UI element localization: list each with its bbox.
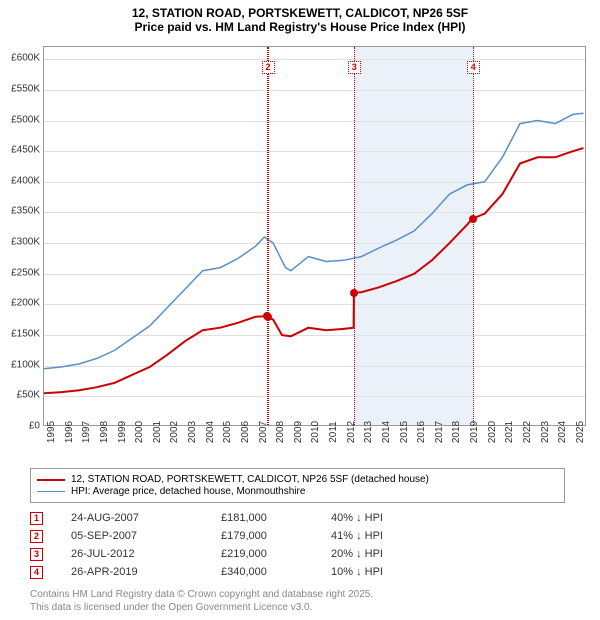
sales-row: 3 26-JUL-2012£219,00020% ↓ HPI — [30, 545, 441, 563]
legend-swatch — [37, 491, 65, 492]
y-tick-label: £150K — [0, 329, 40, 340]
x-tick-label: 2005 — [222, 421, 233, 443]
sales-row-marker: 3 — [30, 548, 43, 561]
sales-row-date: 24-AUG-2007 — [71, 512, 221, 524]
sales-row: 1 24-AUG-2007£181,00040% ↓ HPI — [30, 509, 441, 527]
x-tick-label: 2024 — [557, 421, 568, 443]
x-tick-label: 2012 — [346, 421, 357, 443]
y-tick-label: £600K — [0, 53, 40, 64]
y-tick-label: £0 — [0, 421, 40, 432]
x-tick-label: 1999 — [117, 421, 128, 443]
x-tick-label: 2004 — [205, 421, 216, 443]
title-line-1: 12, STATION ROAD, PORTSKEWETT, CALDICOT,… — [0, 6, 600, 20]
x-tick-label: 2021 — [504, 421, 515, 443]
x-tick-label: 2002 — [169, 421, 180, 443]
sales-row-marker: 1 — [30, 512, 43, 525]
sales-row-pct: 41% ↓ HPI — [331, 530, 441, 542]
sales-row-price: £340,000 — [221, 566, 331, 578]
sale-point — [469, 215, 477, 223]
x-tick-label: 2015 — [399, 421, 410, 443]
x-tick-label: 2010 — [310, 421, 321, 443]
chart-plot-area: 2 3 4 — [43, 46, 586, 426]
chart-title: 12, STATION ROAD, PORTSKEWETT, CALDICOT,… — [0, 0, 600, 34]
sale-marker-vline — [473, 47, 474, 425]
sales-row-date: 05-SEP-2007 — [71, 530, 221, 542]
x-tick-label: 2006 — [240, 421, 251, 443]
x-tick-label: 2016 — [416, 421, 427, 443]
sale-point — [350, 289, 358, 297]
x-tick-label: 2000 — [134, 421, 145, 443]
sales-row-marker: 4 — [30, 566, 43, 579]
sale-point — [264, 313, 272, 321]
x-tick-label: 2025 — [575, 421, 586, 443]
sales-row-price: £219,000 — [221, 548, 331, 560]
price-paid-line — [44, 148, 584, 393]
y-tick-label: £400K — [0, 175, 40, 186]
legend-item: HPI: Average price, detached house, Monm… — [37, 486, 558, 497]
footer-text: Contains HM Land Registry data © Crown c… — [30, 588, 373, 614]
y-tick-label: £450K — [0, 145, 40, 156]
y-tick-label: £550K — [0, 83, 40, 94]
sales-row-pct: 20% ↓ HPI — [331, 548, 441, 560]
sales-row-pct: 10% ↓ HPI — [331, 566, 441, 578]
sale-marker-box: 2 — [262, 61, 275, 74]
x-tick-label: 2022 — [522, 421, 533, 443]
sales-row-marker: 2 — [30, 530, 43, 543]
x-tick-label: 1998 — [99, 421, 110, 443]
x-tick-label: 2017 — [434, 421, 445, 443]
legend-label: 12, STATION ROAD, PORTSKEWETT, CALDICOT,… — [71, 474, 429, 485]
chart-lines — [44, 47, 587, 427]
x-tick-label: 2020 — [487, 421, 498, 443]
sales-table: 1 24-AUG-2007£181,00040% ↓ HPI 2 05-SEP-200… — [30, 509, 441, 581]
y-tick-label: £350K — [0, 206, 40, 217]
sales-row-price: £179,000 — [221, 530, 331, 542]
sales-row-pct: 40% ↓ HPI — [331, 512, 441, 524]
legend: 12, STATION ROAD, PORTSKEWETT, CALDICOT,… — [30, 468, 565, 503]
footer-line-1: Contains HM Land Registry data © Crown c… — [30, 588, 373, 601]
sales-row: 4 26-APR-2019£340,00010% ↓ HPI — [30, 563, 441, 581]
x-tick-label: 2018 — [451, 421, 462, 443]
x-tick-label: 2023 — [540, 421, 551, 443]
x-tick-label: 2011 — [328, 421, 339, 443]
y-tick-label: £500K — [0, 114, 40, 125]
sales-row-date: 26-JUL-2012 — [71, 548, 221, 560]
sales-row: 2 05-SEP-2007£179,00041% ↓ HPI — [30, 527, 441, 545]
x-tick-label: 2001 — [152, 421, 163, 443]
hpi-line — [44, 113, 584, 369]
x-tick-label: 2007 — [258, 421, 269, 443]
y-tick-label: £250K — [0, 267, 40, 278]
footer-line-2: This data is licensed under the Open Gov… — [30, 601, 373, 614]
sales-row-date: 26-APR-2019 — [71, 566, 221, 578]
y-tick-label: £50K — [0, 390, 40, 401]
y-tick-label: £200K — [0, 298, 40, 309]
sales-row-price: £181,000 — [221, 512, 331, 524]
x-tick-label: 2003 — [187, 421, 198, 443]
x-tick-label: 2014 — [381, 421, 392, 443]
y-tick-label: £100K — [0, 359, 40, 370]
sale-marker-vline — [268, 47, 269, 425]
legend-item: 12, STATION ROAD, PORTSKEWETT, CALDICOT,… — [37, 474, 558, 485]
title-line-2: Price paid vs. HM Land Registry's House … — [0, 20, 600, 34]
sale-marker-box: 3 — [348, 61, 361, 74]
sale-marker-vline — [354, 47, 355, 425]
x-tick-label: 2013 — [363, 421, 374, 443]
x-tick-label: 2019 — [469, 421, 480, 443]
x-tick-label: 1996 — [64, 421, 75, 443]
x-tick-label: 2009 — [293, 421, 304, 443]
legend-label: HPI: Average price, detached house, Monm… — [71, 486, 305, 497]
x-tick-label: 1997 — [81, 421, 92, 443]
y-tick-label: £300K — [0, 237, 40, 248]
sale-marker-box: 4 — [467, 61, 480, 74]
legend-swatch — [37, 479, 65, 481]
x-tick-label: 2008 — [275, 421, 286, 443]
x-tick-label: 1995 — [46, 421, 57, 443]
